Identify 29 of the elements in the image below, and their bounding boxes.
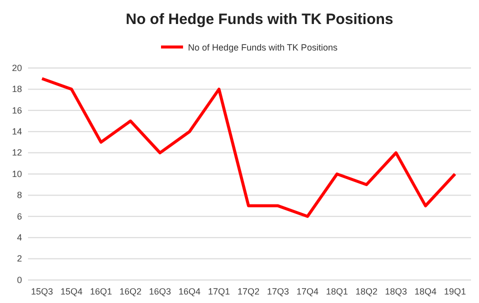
y-tick-label: 16 — [12, 105, 22, 116]
x-tick-label: 16Q2 — [119, 286, 142, 296]
y-tick-label: 14 — [12, 126, 22, 136]
y-tick-label: 6 — [16, 211, 22, 222]
y-tick-label: 8 — [16, 190, 22, 200]
y-tick-label: 12 — [12, 148, 22, 158]
x-tick-label: 16Q1 — [90, 286, 112, 296]
y-tick-label: 10 — [12, 168, 22, 179]
x-tick-label: 17Q3 — [266, 286, 290, 296]
line-series — [40, 77, 456, 218]
y-tick-label: 20 — [12, 62, 22, 73]
x-tick-label: 18Q1 — [326, 286, 348, 296]
chart-title: No of Hedge Funds with TK Positions — [126, 11, 394, 28]
legend-label: No of Hedge Funds with TK Positions — [188, 42, 338, 52]
x-tick-label: 19Q1 — [444, 286, 466, 296]
y-tick-label: 2 — [16, 254, 22, 264]
x-tick-label: 17Q1 — [208, 286, 230, 296]
x-tick-label: 16Q4 — [178, 286, 201, 296]
x-tick-label: 18Q4 — [414, 286, 437, 296]
x-tick-label: 16Q3 — [148, 286, 172, 296]
x-tick-label: 18Q2 — [355, 286, 378, 296]
x-tick-label: 17Q4 — [296, 286, 319, 296]
y-tick-label: 0 — [16, 274, 22, 285]
x-tick-label: 18Q3 — [384, 286, 408, 296]
y-tick-label: 18 — [12, 84, 22, 94]
y-tick-label: 4 — [16, 232, 22, 242]
x-tick-label: 15Q3 — [30, 286, 54, 296]
x-tick-label: 15Q4 — [60, 286, 83, 296]
x-tick-label: 17Q2 — [237, 286, 260, 296]
